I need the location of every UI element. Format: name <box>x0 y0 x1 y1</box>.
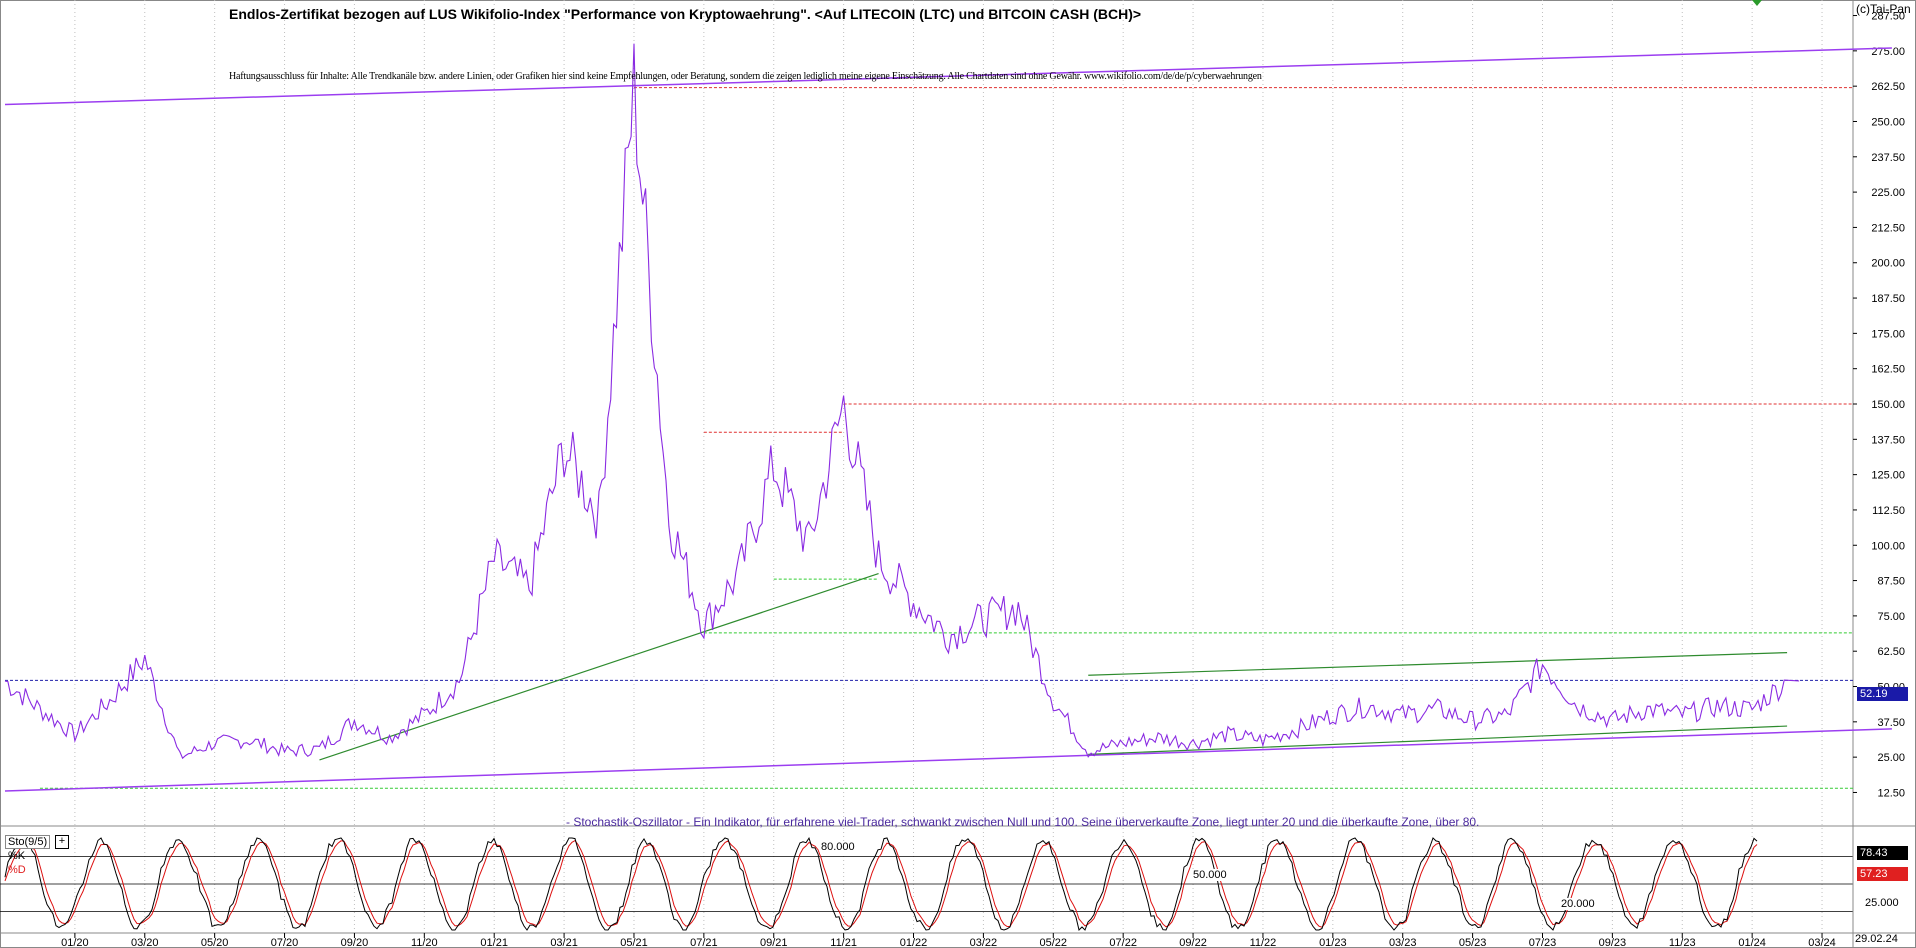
lower-channel-line <box>4 728 1892 792</box>
x-tick-label: 07/23 <box>1529 937 1557 948</box>
oscillator-label[interactable]: Sto(9/5) <box>5 835 51 849</box>
y-tick-label: 237.50 <box>1871 152 1905 164</box>
x-tick-label: 07/22 <box>1109 937 1137 948</box>
y-tick-label: 187.50 <box>1871 293 1905 305</box>
x-tick-label: 01/23 <box>1319 937 1347 948</box>
chart-title: Endlos-Zertifikat bezogen auf LUS Wikifo… <box>229 6 1142 22</box>
k-legend: %K <box>8 850 26 862</box>
y-tick-label: 87.50 <box>1877 576 1905 588</box>
signal-marker-icon <box>1752 0 1762 6</box>
y-tick-label: 112.50 <box>1872 505 1905 517</box>
y-tick-label: 137.50 <box>1871 434 1905 446</box>
x-tick-label: 07/20 <box>271 937 299 948</box>
x-tick-label: 01/20 <box>61 937 89 948</box>
upper-channel-line <box>4 47 1892 106</box>
y-tick-label: 75.00 <box>1877 611 1905 623</box>
disclaimer-text: Haftungsausschluss für Inhalte: Alle Tre… <box>229 71 1262 82</box>
oscillator-description: - Stochastik-Oszillator - Ein Indikator,… <box>566 815 1480 829</box>
level-80-label: 80.000 <box>820 841 856 853</box>
x-tick-label: 05/20 <box>201 937 229 948</box>
x-tick-label: 05/23 <box>1459 937 1487 948</box>
level-50-label: 50.000 <box>1192 869 1228 881</box>
y-tick-label: 150.00 <box>1871 399 1905 411</box>
x-tick-label: 11/23 <box>1669 937 1696 948</box>
x-tick-label: 01/21 <box>480 937 508 948</box>
x-tick-label: 01/24 <box>1738 937 1766 948</box>
y-tick-label: 25.00 <box>1877 752 1905 764</box>
k-line <box>4 836 1758 931</box>
y-tick-label: 162.50 <box>1871 364 1905 376</box>
x-tick-label: 09/23 <box>1599 937 1627 948</box>
x-tick-label: 11/21 <box>830 937 857 948</box>
x-tick-label: 09/21 <box>760 937 788 948</box>
copyright-label: (c)Tai-Pan <box>1856 2 1911 16</box>
x-tick-label: 03/20 <box>131 937 159 948</box>
x-tick-label: 11/20 <box>411 937 438 948</box>
x-tick-label: 03/21 <box>550 937 578 948</box>
green-upper-trendline-2 <box>1088 652 1788 676</box>
x-tick-label: 07/21 <box>690 937 718 948</box>
y-tick-label: 12.50 <box>1877 787 1905 799</box>
x-tick-label: 05/22 <box>1040 937 1068 948</box>
x-tick-label: 09/22 <box>1179 937 1207 948</box>
y-tick-label: 200.00 <box>1871 258 1905 270</box>
d-line <box>4 839 1758 928</box>
last-price-tag: 52.19 <box>1857 687 1908 701</box>
x-tick-label: 03/23 <box>1389 937 1417 948</box>
k-value-tag: 78.43 <box>1857 846 1908 860</box>
y-tick-label: 62.50 <box>1877 646 1905 658</box>
y-tick-label: 225.00 <box>1871 187 1905 199</box>
oscillator-expand-icon[interactable]: + <box>55 835 69 849</box>
stochastic-chart <box>0 830 1854 933</box>
y-tick-label: 287.50 <box>1871 11 1905 23</box>
x-tick-label: 03/24 <box>1808 937 1836 948</box>
last-date-label: 29.02.24 <box>1855 933 1898 945</box>
d-value-tag: 57.23 <box>1857 867 1908 881</box>
y-tick-label: 250.00 <box>1871 116 1905 128</box>
y-tick-label: 37.50 <box>1877 717 1905 729</box>
y-tick-label: 175.00 <box>1871 328 1905 340</box>
x-tick-label: 11/22 <box>1250 937 1277 948</box>
x-tick-label: 05/21 <box>620 937 648 948</box>
green-trendline-1 <box>319 572 879 761</box>
y-tick-label: 212.50 <box>1871 222 1905 234</box>
y-tick-label: 100.00 <box>1871 540 1905 552</box>
green-lower-trendline-2 <box>1088 725 1788 755</box>
oscillator-axis-label: 25.000 <box>1864 897 1900 909</box>
y-tick-label: 125.00 <box>1871 470 1905 482</box>
price-series-line <box>4 43 1800 760</box>
d-legend: %D <box>8 864 26 876</box>
x-tick-label: 09/20 <box>341 937 369 948</box>
y-tick-label: 262.50 <box>1871 81 1905 93</box>
x-tick-label: 03/22 <box>970 937 998 948</box>
x-tick-label: 01/22 <box>900 937 928 948</box>
level-20-label: 20.000 <box>1560 898 1596 910</box>
